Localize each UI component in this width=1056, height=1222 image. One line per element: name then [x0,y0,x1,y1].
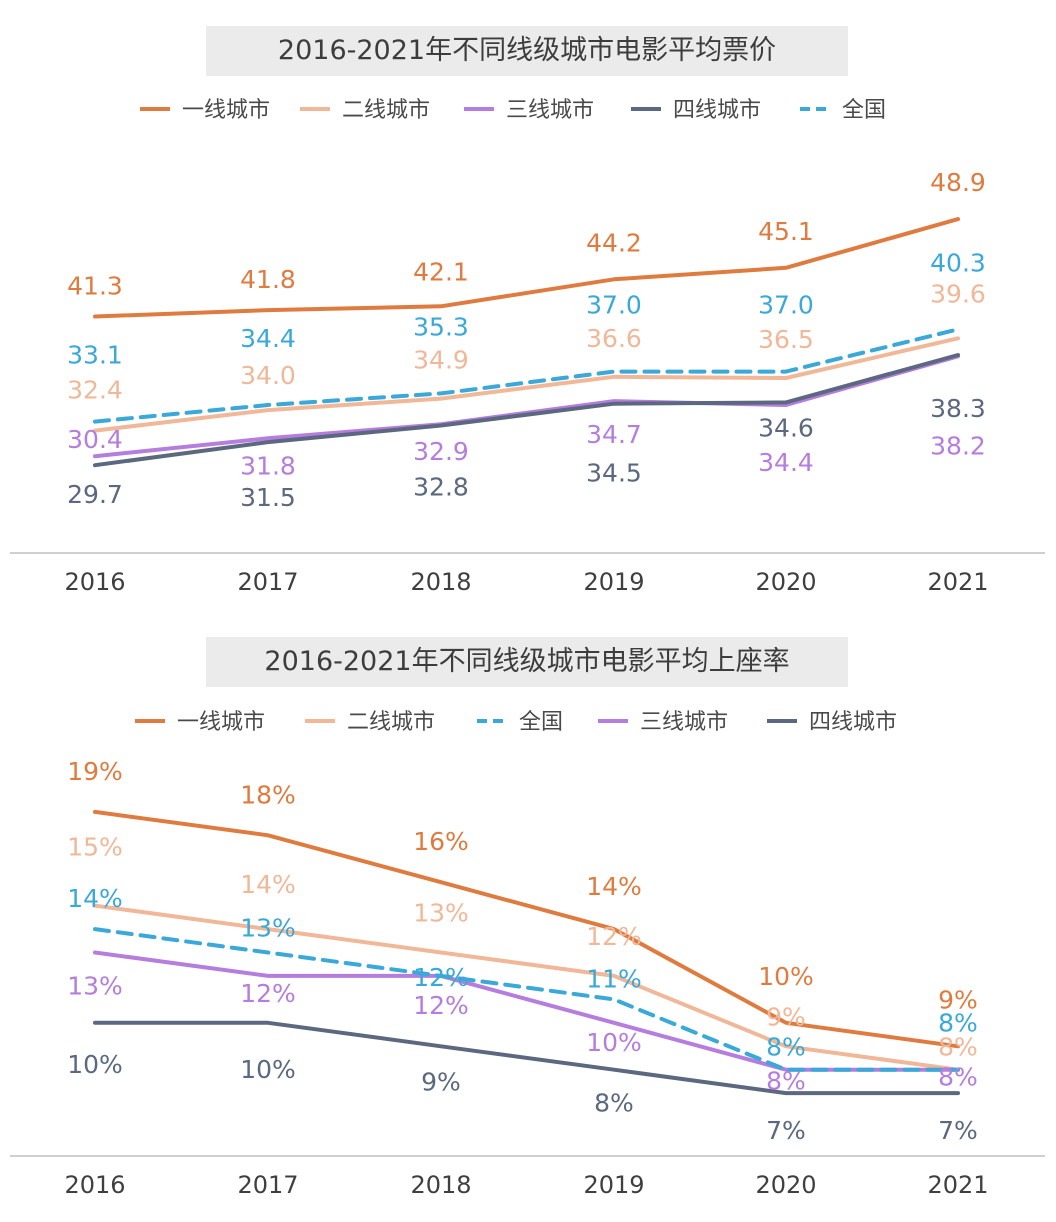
data-label: 34.4 [240,324,296,353]
legend: 一线城市 二线城市 三线城市 四线城市 全国 [140,98,886,123]
series-line [95,219,958,316]
x-tick-label: 2021 [927,568,988,596]
x-tick-label: 2019 [583,1171,644,1199]
x-tick-label: 2017 [237,1171,298,1199]
series-line [95,1023,958,1093]
legend-label: 四线城市 [809,710,897,735]
data-label: 10% [758,962,814,991]
data-label: 8% [938,1063,978,1092]
data-label: 35.3 [413,312,469,341]
legend-label: 二线城市 [347,710,435,735]
data-label: 8% [938,1009,978,1038]
legend-label: 三线城市 [506,98,594,123]
data-label: 38.2 [930,431,986,460]
data-label: 7% [766,1116,806,1145]
data-label: 13% [240,914,296,943]
data-label: 9% [421,1067,461,1096]
x-tick-label: 2018 [410,568,471,596]
data-label: 34.9 [413,346,469,375]
data-label: 12% [240,979,296,1008]
data-label: 41.8 [240,265,296,294]
x-tick-label: 2017 [237,568,298,596]
x-tick-label: 2020 [755,568,816,596]
data-label: 11% [586,964,642,993]
x-tick-label: 2019 [583,568,644,596]
data-label: 8% [766,1033,806,1062]
data-label: 19% [67,757,123,786]
data-label: 13% [67,972,123,1001]
data-label: 10% [67,1050,123,1079]
data-label: 12% [413,991,469,1020]
data-label: 9% [766,1002,806,1031]
data-label: 31.5 [240,483,296,512]
data-label: 12% [413,963,469,992]
legend-label: 四线城市 [673,98,761,123]
legend-label: 一线城市 [182,98,270,123]
data-label: 45.1 [758,217,814,246]
data-label: 38.3 [930,394,986,423]
data-label: 29.7 [67,480,123,509]
data-label: 48.9 [930,168,986,197]
data-label: 32.8 [413,473,469,502]
data-label: 10% [240,1055,296,1084]
data-label: 34.0 [240,361,296,390]
series-line [95,356,958,456]
data-label: 16% [413,827,469,856]
data-label: 32.4 [67,376,123,405]
chart-title: 2016-2021年不同线级城市电影平均票价 [278,35,776,66]
legend-label: 二线城市 [342,98,430,123]
data-label: 32.9 [413,437,469,466]
data-label: 37.0 [586,291,642,320]
data-label: 7% [938,1116,978,1145]
series-line [95,338,958,430]
legend-label: 一线城市 [177,710,265,735]
data-label: 12% [586,922,642,951]
data-label: 41.3 [67,272,123,301]
data-label: 42.1 [413,257,469,286]
data-label: 14% [240,870,296,899]
x-tick-label: 2021 [927,1171,988,1199]
data-label: 15% [67,833,123,862]
data-label: 34.7 [586,420,642,449]
data-label: 34.6 [758,413,814,442]
series-line [95,812,958,1046]
data-label: 18% [240,780,296,809]
data-label: 40.3 [930,248,986,277]
x-tick-label: 2020 [755,1171,816,1199]
data-label: 30.4 [67,425,123,454]
data-label: 8% [766,1067,806,1096]
data-label: 44.2 [586,228,642,257]
data-label: 33.1 [67,341,123,370]
data-label: 34.4 [758,448,814,477]
data-label: 34.5 [586,459,642,488]
data-label: 36.5 [758,325,814,354]
x-tick-label: 2018 [410,1171,471,1199]
legend-label: 三线城市 [640,710,728,735]
data-label: 37.0 [758,291,814,320]
data-label: 31.8 [240,451,296,480]
data-label: 39.6 [930,279,986,308]
data-label: 10% [586,1028,642,1057]
x-tick-label: 2016 [64,568,125,596]
series-line [95,329,958,421]
data-label: 14% [67,884,123,913]
x-tick-label: 2016 [64,1171,125,1199]
data-label: 14% [586,872,642,901]
legend: 一线城市 二线城市 全国 三线城市 四线城市 [135,710,897,735]
chart-title: 2016-2021年不同线级城市电影平均上座率 [264,646,789,677]
data-label: 36.6 [586,324,642,353]
data-label: 8% [594,1089,634,1118]
legend-label: 全国 [842,98,886,123]
legend-label: 全国 [519,710,563,735]
chart-figure: 2016-2021年不同线级城市电影平均票价一线城市 二线城市 三线城市 四线城市 全国… [0,0,1056,1222]
data-label: 13% [413,899,469,928]
